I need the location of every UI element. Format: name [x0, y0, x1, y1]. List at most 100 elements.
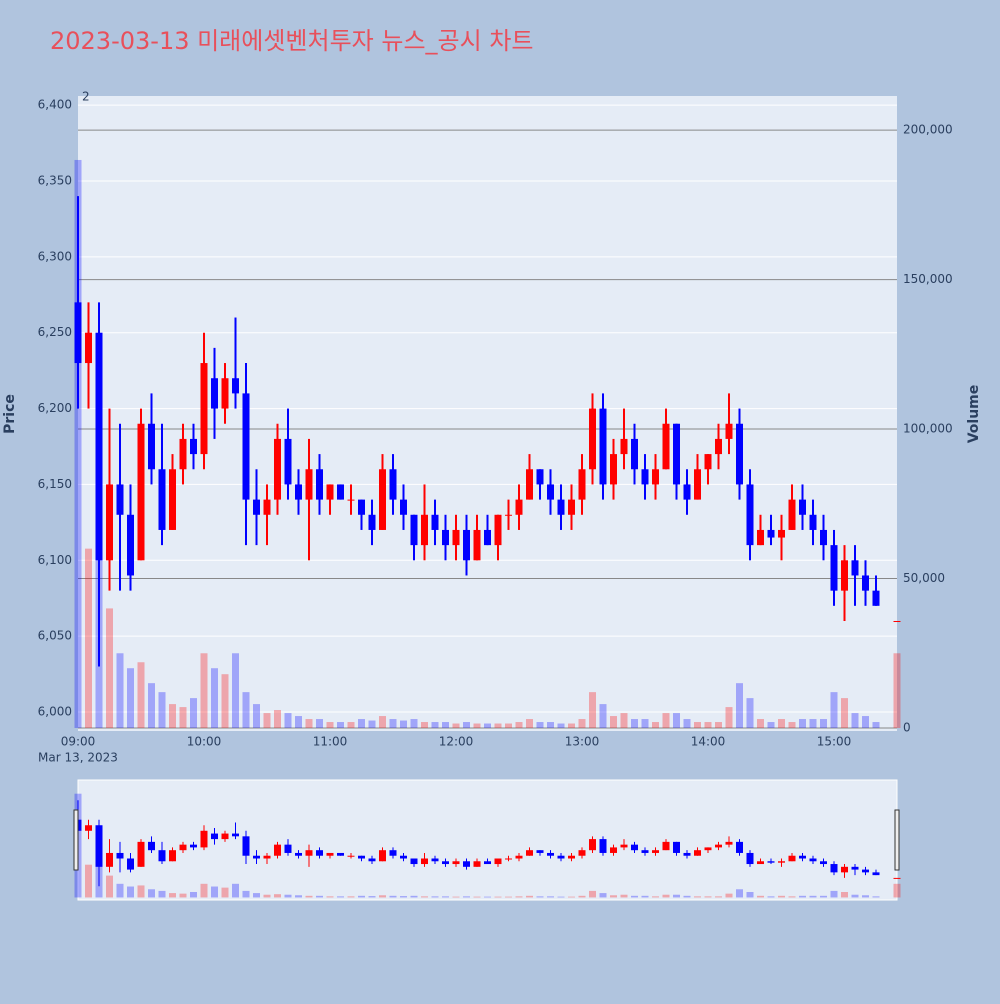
volume-bar [452, 723, 460, 729]
mini-candle-body [106, 852, 113, 867]
mini-candle-body [631, 844, 638, 851]
volume-bar [505, 723, 512, 729]
candle-body [662, 423, 670, 470]
mini-volume-bar [242, 890, 250, 898]
candle-body [200, 363, 208, 455]
candle-body [578, 469, 586, 500]
mini-volume-bar [694, 896, 701, 898]
mini-volume-bar [85, 864, 92, 898]
mini-candle-body [851, 866, 859, 870]
candle-body [526, 469, 533, 500]
mini-volume-bar [158, 890, 166, 898]
mini-candle-body [599, 839, 607, 853]
mini-volume-bar [683, 895, 691, 898]
candle-body [347, 499, 355, 501]
mini-candle-body [389, 850, 397, 856]
volume-bar [767, 722, 775, 729]
candle-body [221, 378, 229, 409]
candle-body [389, 469, 397, 500]
x-tick-label: 09:00 [61, 735, 96, 749]
candle-body [820, 529, 827, 546]
candle-body [599, 408, 607, 485]
mini-volume-bar [610, 895, 617, 898]
mini-candle-body [442, 861, 449, 865]
candle-body [284, 438, 292, 485]
mini-candle-body [190, 844, 197, 848]
volume-bar [400, 720, 407, 729]
mini-volume-bar [872, 896, 880, 898]
candle-body [799, 499, 806, 515]
candle-body [274, 438, 281, 500]
volume-bar [242, 692, 250, 729]
mini-volume-bar [505, 896, 512, 898]
volume-bar [715, 722, 722, 729]
candle-body [652, 469, 659, 485]
volume-bar [830, 692, 838, 729]
mini-candle-body [463, 861, 470, 867]
candle-body [85, 332, 92, 364]
mini-candle-body [253, 855, 260, 859]
mini-candle-body [694, 850, 701, 856]
candle-body [242, 393, 250, 500]
x-tick-label: 12:00 [439, 735, 474, 749]
mini-volume-bar [599, 893, 607, 898]
volume-bar [431, 722, 439, 729]
volume-bar [232, 653, 239, 729]
candle-body [568, 499, 575, 515]
mini-candle-body [242, 836, 250, 856]
y2-axis-title: Volume [966, 385, 982, 444]
mini-candle-body [400, 855, 407, 859]
candle-body [190, 438, 197, 455]
mini-volume-bar [484, 896, 491, 898]
y-tick-label: 6,200 [38, 401, 72, 415]
volume-bar [568, 723, 575, 729]
mini-candle-body [263, 855, 271, 859]
mini-candle-body [85, 825, 92, 831]
mini-candle-body [169, 850, 176, 862]
mini-candle-body [799, 855, 806, 859]
mini-candle-body [610, 847, 617, 853]
volume-bar [610, 716, 617, 729]
mini-volume-bar [463, 896, 470, 898]
volume-bar [599, 704, 607, 729]
mini-volume-bar [862, 895, 869, 898]
candle-body [830, 545, 838, 591]
mini-volume-bar [221, 887, 229, 898]
mini-volume-bar [536, 896, 544, 898]
volume-bar [263, 713, 271, 729]
mini-volume-bar [253, 893, 260, 898]
y2-tick-label: 150,000 [903, 272, 953, 286]
candle-body [484, 529, 491, 546]
mini-volume-bar [410, 895, 418, 898]
volume-bar [788, 722, 796, 729]
y-tick-label: 6,000 [38, 705, 72, 719]
candle-body [641, 469, 649, 485]
volume-bar [463, 722, 470, 729]
candle-body [515, 499, 523, 515]
volume-bar [211, 668, 218, 729]
y-tick-label: 6,300 [38, 249, 72, 263]
mini-candle-body [578, 850, 586, 856]
candle-body [95, 332, 103, 561]
volume-bar [589, 692, 596, 729]
candle-body [106, 484, 113, 561]
volume-bar [368, 720, 376, 729]
volume-bar [116, 653, 124, 729]
mini-candle-body [368, 858, 376, 862]
mini-candle-body [316, 850, 323, 856]
mini-volume-bar [568, 896, 575, 898]
range-handle [894, 809, 900, 871]
annotation: 2 [82, 90, 90, 104]
mini-volume-bar [358, 895, 365, 898]
mini-candle-body [284, 844, 292, 853]
mini-volume-bar [431, 896, 439, 898]
candle-body [694, 469, 701, 500]
x-tick-label: 11:00 [313, 735, 348, 749]
candle-body [169, 469, 176, 530]
mini-candle-body [767, 861, 775, 863]
mini-candle-body [788, 855, 796, 862]
volume-bar [74, 159, 82, 729]
candle-body [673, 423, 680, 485]
candle-body [547, 484, 554, 500]
